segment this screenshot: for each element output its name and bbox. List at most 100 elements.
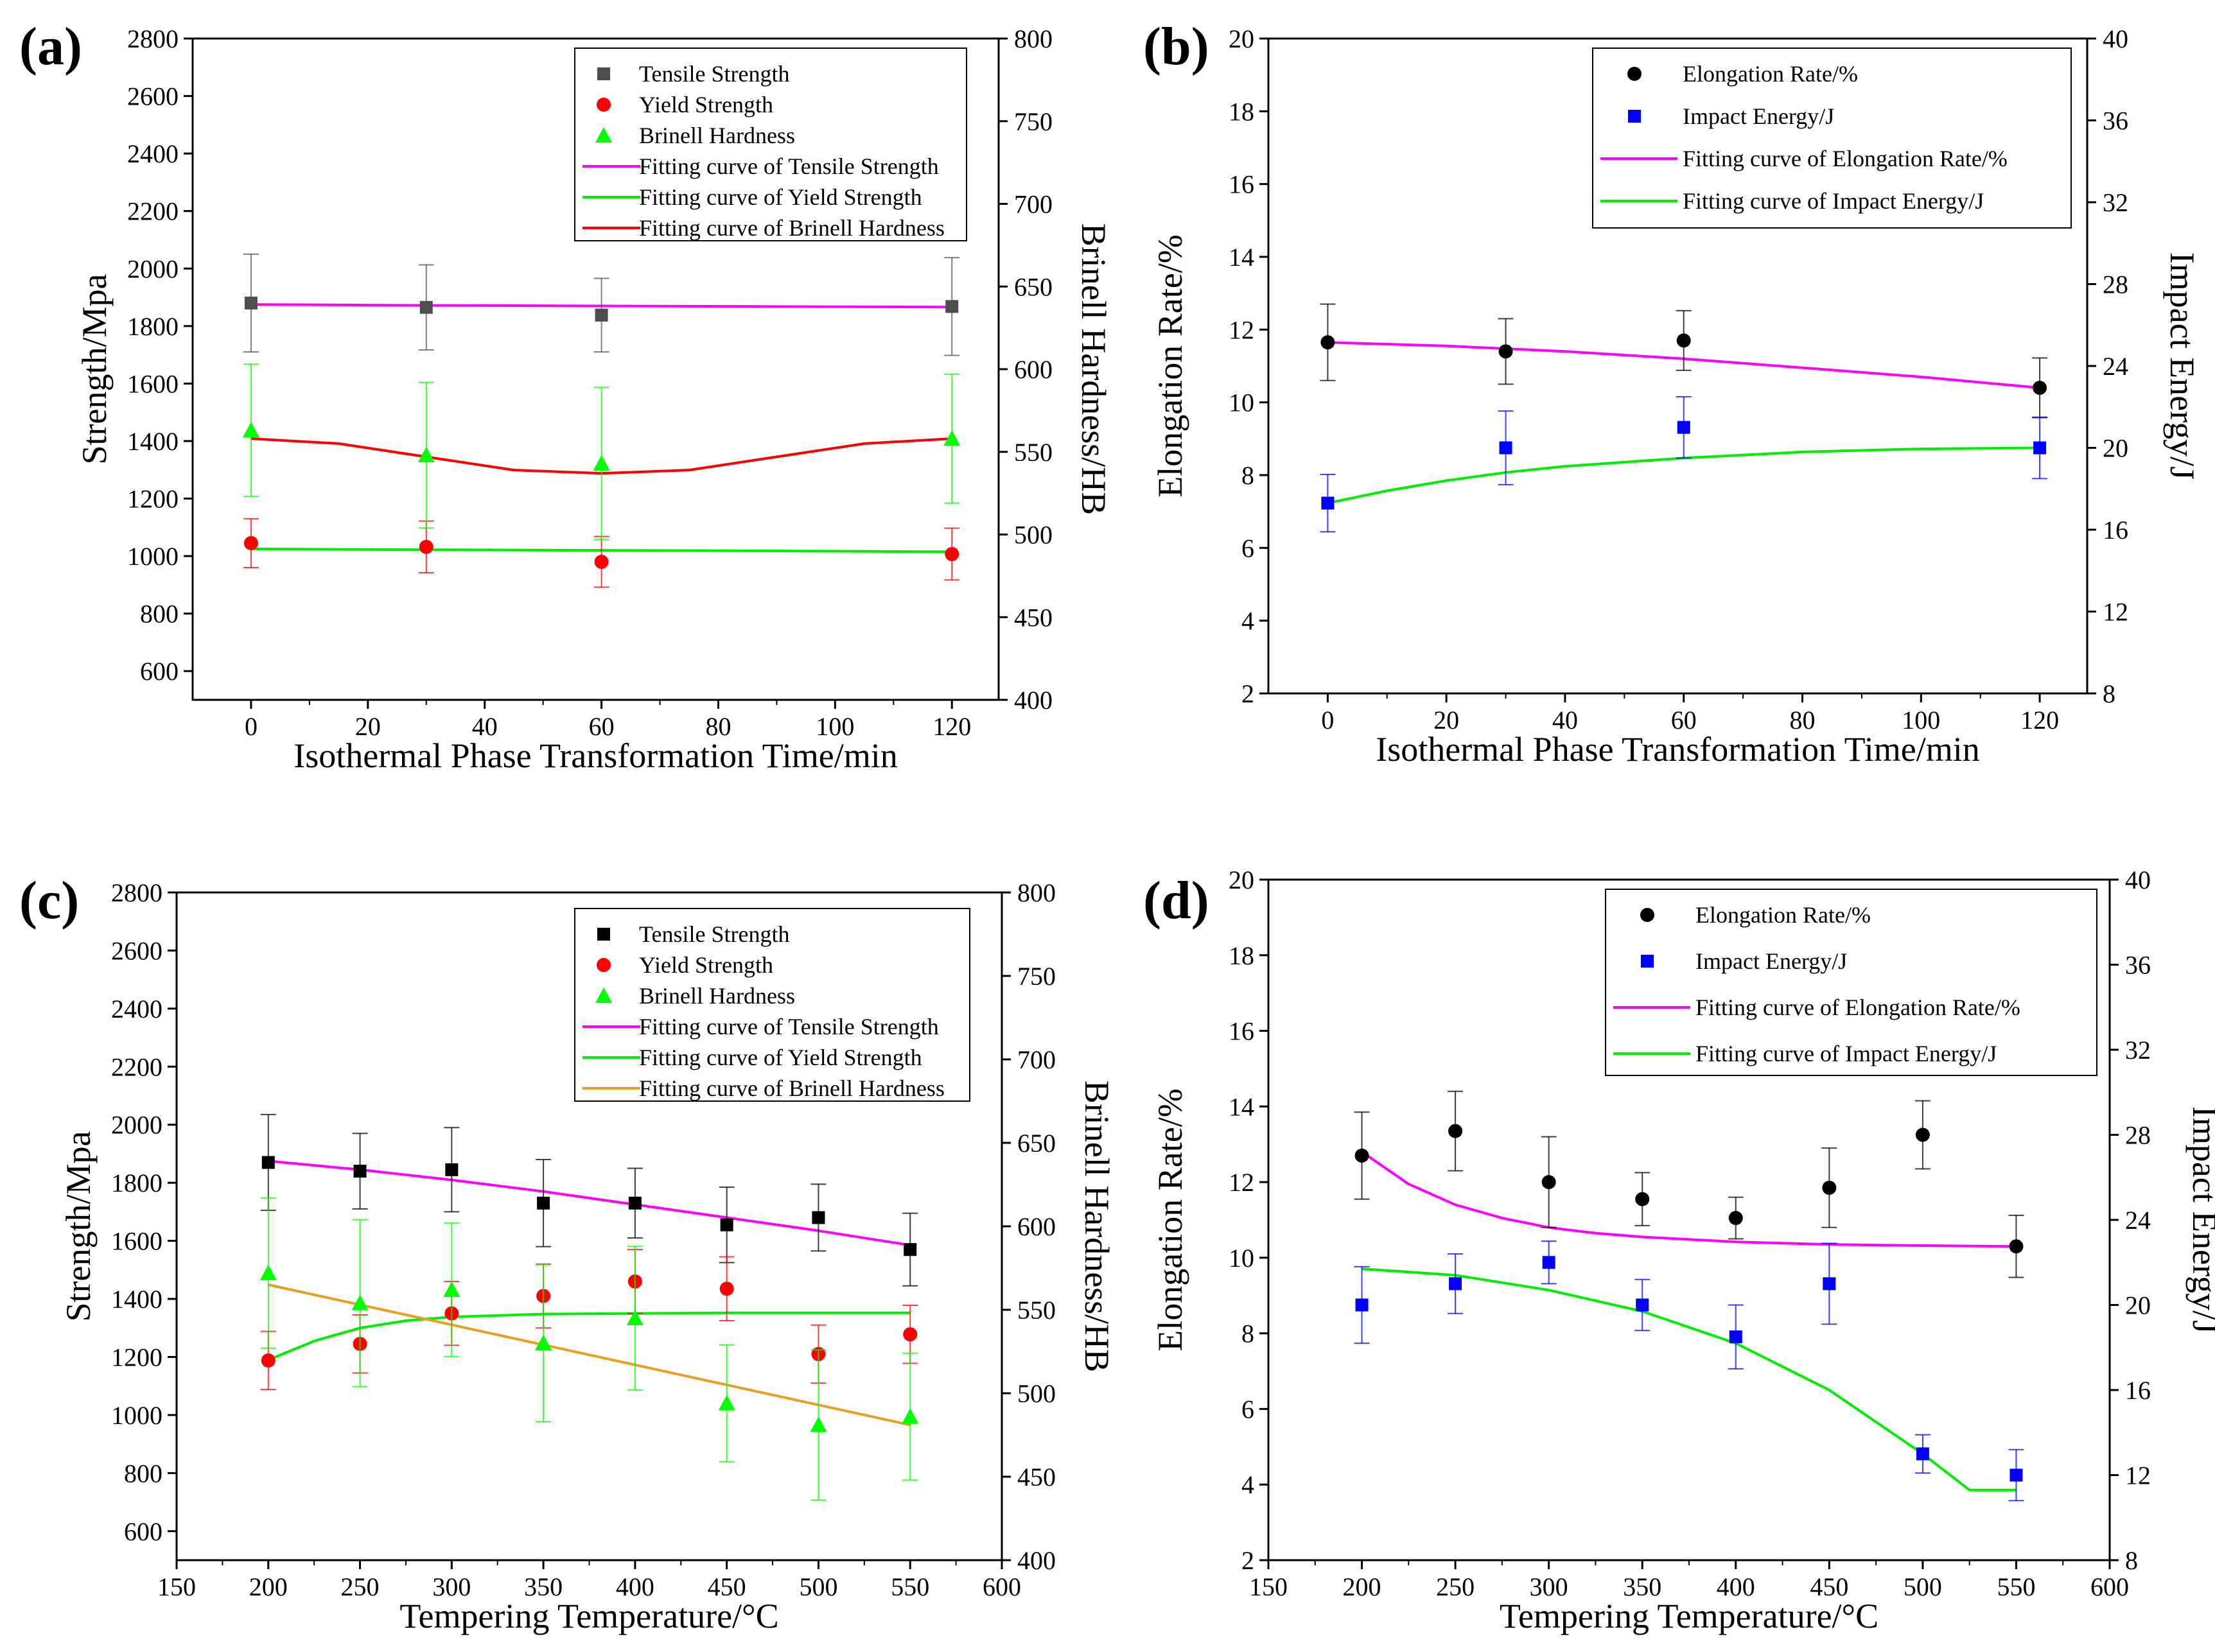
x-tick-label: 80 [705,712,731,741]
y2-tick-label: 12 [2125,1461,2151,1490]
y2-tick-label: 20 [2103,434,2128,463]
y-tick-label: 2000 [127,254,179,283]
data-point [1636,1298,1649,1312]
x-tick-label: 40 [1552,706,1578,735]
x-tick-label: 200 [1343,1572,1381,1601]
y-tick-label: 1200 [127,485,179,514]
y-tick-label: 2200 [111,1052,162,1081]
x-tick-label: 120 [2020,706,2059,735]
y-axis-title: Strength/Mpa [75,274,114,464]
data-point [261,1353,276,1368]
y-tick-label: 2800 [111,878,162,907]
x-axis-title: Tempering Temperature/°C [1500,1597,1878,1635]
y-tick-label: 1400 [127,427,179,456]
data-point [812,1211,825,1224]
x-tick-label: 400 [616,1572,654,1601]
y2-axis-title: Impact Energy/J [2185,1106,2215,1334]
data-point [242,422,259,438]
y-tick-label: 2 [1241,1546,1254,1575]
y2-tick-label: 40 [2103,24,2128,53]
data-point [904,1243,917,1256]
x-tick-label: 40 [472,712,498,741]
panel-tag: (c) [19,871,79,930]
y2-tick-label: 650 [1017,1129,1056,1158]
y-tick-label: 10 [1229,388,1254,417]
legend-box [1605,889,2097,1076]
x-tick-label: 150 [1249,1572,1288,1601]
x-tick-label: 600 [983,1572,1021,1601]
y2-tick-label: 24 [2125,1206,2151,1235]
y-tick-label: 12 [1229,1168,1254,1197]
data-point [419,539,433,554]
data-point [903,1327,918,1342]
y2-tick-label: 700 [1014,190,1053,219]
y-tick-label: 600 [124,1517,162,1546]
y-tick-label: 12 [1229,315,1254,344]
legend-label: Fitting curve of Elongation Rate/% [1695,995,2020,1020]
legend-box [574,908,970,1102]
x-tick-label: 500 [799,1572,837,1601]
y-tick-label: 2800 [127,24,179,53]
data-point [1355,1298,1369,1312]
legend-label: Fitting curve of Yield Strength [639,1045,922,1070]
y2-tick-label: 12 [2103,598,2128,627]
data-point [443,1281,460,1297]
y-tick-label: 20 [1229,24,1254,53]
x-tick-label: 250 [1436,1572,1475,1601]
legend-label: Fitting curve of Impact Energy/J [1683,188,1984,214]
data-point [1822,1180,1837,1195]
data-point [537,1196,550,1210]
y2-tick-label: 800 [1014,24,1053,53]
data-point [945,546,959,561]
y-tick-label: 14 [1229,243,1254,272]
legend-symbol [1640,908,1654,922]
legend-symbol [597,928,610,941]
x-tick-label: 60 [589,712,615,741]
data-point [445,1163,459,1176]
y-axis-title: Elongation Rate/% [1151,234,1189,497]
y-tick-label: 10 [1229,1244,1254,1273]
data-point [719,1282,734,1296]
data-point [2009,1468,2023,1482]
data-point [943,430,961,446]
y2-tick-label: 750 [1017,962,1056,991]
data-point [1498,344,1513,359]
panel-tag: (b) [1143,17,1209,76]
y-tick-label: 2400 [127,139,179,168]
x-tick-label: 300 [432,1572,471,1601]
y2-tick-label: 450 [1014,603,1053,632]
data-point [417,446,435,462]
x-tick-label: 100 [816,712,854,741]
data-point [1448,1124,1463,1138]
x-tick-label: 300 [1530,1572,1568,1601]
data-point [810,1416,827,1432]
x-axis-title: Isothermal Phase Transformation Time/min [1376,730,1980,769]
data-point [351,1294,369,1310]
y-tick-label: 2000 [111,1111,162,1140]
legend-label: Yield Strength [639,92,773,117]
data-point [244,297,258,309]
y2-tick-label: 700 [1017,1045,1056,1074]
y-tick-label: 4 [1241,607,1254,636]
legend-label: Fitting curve of Tensile Strength [639,1014,939,1039]
data-point [902,1408,919,1424]
y-tick-label: 1800 [127,312,179,341]
panel-tag: (a) [19,17,82,76]
y2-tick-label: 36 [2103,107,2128,135]
y2-axis-title: Brinell Hardness/HB [1074,223,1113,515]
x-tick-label: 550 [1997,1572,2035,1601]
y-tick-label: 1400 [111,1285,162,1314]
legend-label: Elongation Rate/% [1683,61,1858,87]
data-point [2033,381,2047,395]
legend-symbol [597,98,611,112]
data-point [353,1165,367,1178]
y2-axis-title: Impact Energy/J [2163,252,2202,480]
y-tick-label: 18 [1229,97,1254,126]
y2-tick-label: 750 [1014,107,1053,136]
x-tick-label: 250 [341,1572,380,1601]
y2-tick-label: 550 [1017,1296,1056,1325]
y2-tick-label: 450 [1017,1463,1056,1491]
legend-label: Fitting curve of Tensile Strength [639,153,939,179]
y-tick-label: 8 [1241,1319,1254,1348]
data-point [626,1310,643,1326]
